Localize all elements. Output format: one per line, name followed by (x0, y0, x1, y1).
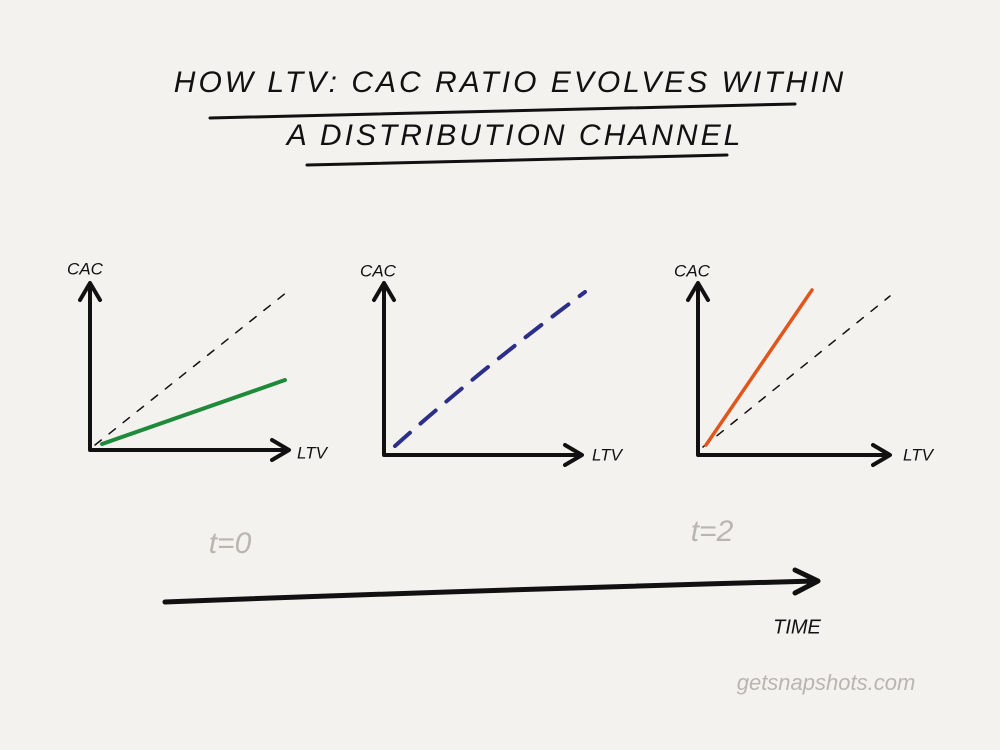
ratio-line (100, 378, 287, 446)
watermark: getsnapshots.com (737, 670, 916, 695)
parity-line (702, 295, 891, 448)
axes (372, 281, 584, 467)
axes (78, 281, 291, 462)
time-arrow (162, 567, 821, 605)
time-axis-label: TIME (773, 616, 821, 638)
parity-line (94, 291, 288, 446)
panel: CAC LTV (360, 261, 624, 467)
panel: CAC LTV (67, 259, 329, 462)
time-label: t=0 (209, 527, 252, 560)
y-label: CAC (674, 261, 711, 280)
time-label: t=2 (691, 515, 734, 548)
ratio-line (393, 290, 587, 448)
title-line-2: A DISTRIBUTION CHANNEL (285, 119, 744, 152)
title-line-1: HOW LTV: CAC RATIO EVOLVES WITHIN (174, 66, 846, 99)
panel: CAC LTV (674, 261, 935, 467)
axes (686, 281, 892, 467)
y-label: CAC (360, 261, 397, 280)
x-label: LTV (297, 443, 329, 462)
x-label: LTV (903, 445, 935, 464)
ratio-line (704, 288, 814, 447)
x-label: LTV (592, 445, 624, 464)
title-underline (208, 102, 797, 120)
title-underline (305, 153, 729, 167)
y-label: CAC (67, 259, 104, 278)
